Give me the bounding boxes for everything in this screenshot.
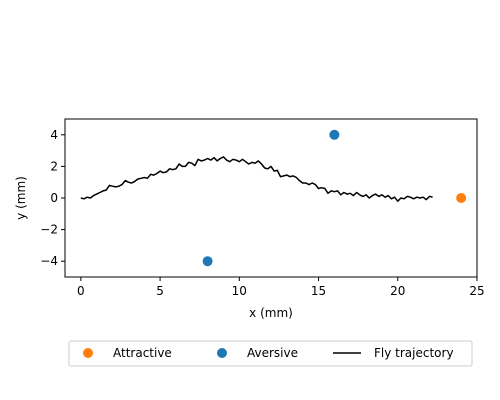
x-tick-label-20: 20: [390, 284, 405, 298]
y-tick-label-4: 4: [50, 128, 58, 142]
aversive-point-1: [202, 256, 213, 267]
legend: Attractive Aversive Fly trajectory: [68, 340, 473, 367]
plot-area: [80, 129, 467, 267]
legend-label-aversive: Aversive: [247, 346, 298, 360]
legend-label-fly-trajectory: Fly trajectory: [374, 346, 454, 360]
attractive-point-0: [456, 193, 467, 203]
x-tick-label-0: 0: [77, 284, 85, 298]
x-tick-label-5: 5: [156, 284, 164, 298]
legend-label-attractive: Attractive: [113, 346, 172, 360]
x-tick-label-15: 15: [311, 284, 326, 298]
x-axis-label: x (mm): [249, 306, 293, 320]
y-axis-label: y (mm): [14, 176, 28, 220]
x-tick-label-10: 10: [232, 284, 247, 298]
legend-frame: [68, 340, 473, 367]
y-tick-label-2: 2: [50, 159, 58, 173]
legend-marker-aversive: [217, 348, 227, 358]
aversive-point-0: [329, 129, 340, 140]
legend-marker-attractive: [83, 348, 93, 358]
y-tick-label--2: −2: [40, 223, 58, 237]
y-tick-label-0: 0: [50, 191, 58, 205]
ticks: 0 5 10 15 20 25 −4 −2 0 2 4: [40, 128, 484, 298]
y-tick-label--4: −4: [40, 254, 58, 268]
x-tick-label-25: 25: [469, 284, 484, 298]
trajectory-line: [80, 156, 433, 202]
